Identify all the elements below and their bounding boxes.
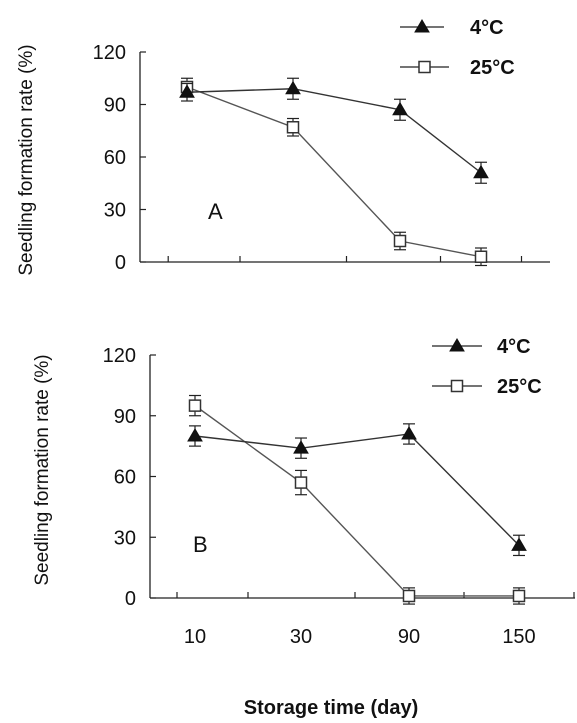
triangle-marker: [401, 425, 417, 440]
square-marker: [402, 589, 416, 603]
series-line: [186, 86, 482, 258]
y-axis-label: Seedling formation rate (%): [16, 44, 37, 275]
legend-item-25c: 25°C: [400, 57, 515, 79]
y-tick-label: 0: [115, 252, 126, 274]
legend-item-4c: 4°C: [400, 17, 504, 39]
triangle-marker: [473, 164, 489, 179]
legend-label: 4°C: [497, 336, 531, 358]
square-marker: [418, 60, 431, 74]
series-25c: [180, 77, 488, 267]
panel-label: B: [193, 532, 208, 557]
triangle-marker: [187, 428, 203, 442]
square-marker: [450, 379, 464, 393]
series-line: [186, 88, 482, 174]
series-line: [194, 433, 520, 546]
chart-panel-b: 0 30 60 90 120 10 30 90 150 Seedling formation ra…: [32, 336, 575, 648]
y-tick-label: 120: [103, 345, 136, 367]
y-tick-label: 90: [104, 95, 126, 117]
legend-label: 4°C: [470, 17, 504, 39]
x-tick-label: 90: [398, 626, 420, 648]
y-tick-label: 30: [114, 527, 136, 549]
square-marker: [188, 399, 202, 412]
panel-label: A: [208, 199, 223, 224]
legend-label: 25°C: [470, 57, 515, 79]
y-axis-label: Seedling formation rate (%): [32, 354, 53, 585]
legend-item-4c: 4°C: [432, 336, 531, 358]
x-tick-label: 150: [502, 626, 535, 648]
y-tick-label: 90: [114, 406, 136, 428]
triangle-marker: [449, 338, 465, 352]
triangle-marker: [179, 84, 195, 98]
square-marker: [474, 250, 488, 263]
legend-label: 25°C: [497, 376, 542, 398]
series-25c: [188, 394, 526, 605]
triangle-marker: [414, 19, 430, 33]
series-line: [194, 405, 519, 597]
triangle-marker: [392, 101, 408, 116]
x-tick-label: 30: [290, 626, 312, 648]
square-marker: [294, 476, 308, 489]
square-marker: [512, 589, 526, 603]
square-marker: [286, 121, 300, 134]
y-tick-label: 120: [93, 42, 126, 64]
y-tick-label: 0: [125, 588, 136, 610]
square-marker: [393, 234, 407, 248]
y-tick-label: 30: [104, 200, 126, 222]
chart-panel-a: 0 30 60 90 120 Seedling formation rate (%) A 4°…: [16, 17, 550, 276]
y-tick-label: 60: [114, 467, 136, 489]
y-tick-label: 60: [104, 147, 126, 169]
series-4c: [187, 423, 527, 557]
x-tick-label: 10: [184, 626, 206, 648]
triangle-marker: [293, 440, 309, 454]
triangle-marker: [511, 537, 527, 551]
triangle-marker: [285, 80, 301, 95]
x-axis-label: Storage time (day): [244, 697, 418, 719]
legend-item-25c: 25°C: [432, 376, 542, 398]
series-4c: [179, 77, 489, 184]
